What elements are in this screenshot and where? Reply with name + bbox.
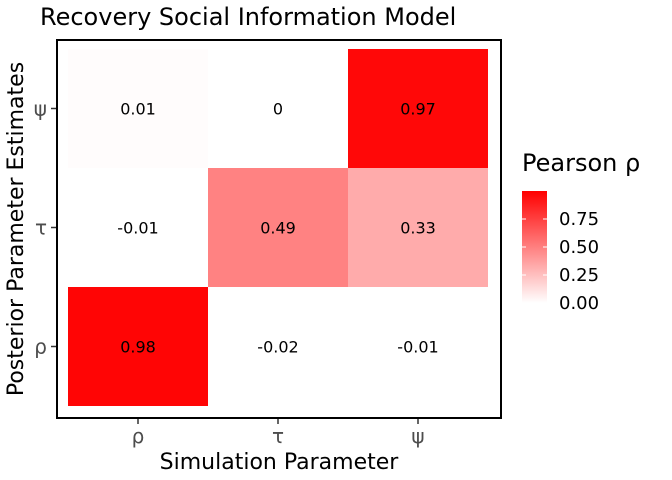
heatmap-cell-2-1 bbox=[208, 49, 348, 168]
legend-tick-label-3: 0.75 bbox=[559, 209, 599, 230]
y-tick-label-2: ψ bbox=[34, 97, 47, 121]
x-tick-label-0: ρ bbox=[132, 424, 145, 448]
chart-title: Recovery Social Information Model bbox=[40, 3, 456, 31]
plot-border bbox=[56, 39, 502, 419]
legend-ticks: 0.00 0.25 0.50 0.75 bbox=[522, 209, 599, 314]
legend-colorbar bbox=[522, 191, 547, 303]
heatmap-cell-0-1 bbox=[208, 287, 348, 406]
x-axis-title: Simulation Parameter bbox=[160, 450, 400, 475]
heatmap-cell-1-0 bbox=[68, 168, 208, 287]
cell-value-label-2-0: 0.01 bbox=[120, 100, 156, 119]
cell-value-label-2-2: 0.97 bbox=[400, 100, 436, 119]
cell-value-label-0-1: -0.02 bbox=[257, 338, 298, 357]
heatmap-cell-1-1 bbox=[208, 168, 348, 287]
y-axis-title: Posterior Parameter Estimates bbox=[4, 62, 29, 396]
legend-tick-label-2: 0.50 bbox=[559, 237, 599, 258]
cell-value-label-0-0: 0.98 bbox=[120, 338, 156, 357]
legend-title: Pearson ρ bbox=[522, 149, 640, 177]
cell-value-label-2-1: 0 bbox=[273, 100, 283, 119]
x-tick-label-2: ψ bbox=[411, 424, 424, 448]
y-axis: ρ τ ψ bbox=[34, 97, 56, 359]
legend-tick-label-0: 0.00 bbox=[559, 293, 599, 314]
x-tick-label-1: τ bbox=[272, 424, 284, 448]
y-tick-label-0: ρ bbox=[34, 335, 47, 359]
heatmap-cell-0-2 bbox=[348, 287, 488, 406]
cell-value-label-0-2: -0.01 bbox=[397, 338, 438, 357]
y-tick-label-1: τ bbox=[35, 216, 47, 240]
heatmap-cell-2-0 bbox=[68, 49, 208, 168]
cell-value-label-1-2: 0.33 bbox=[400, 219, 436, 238]
heatmap-cell-0-0 bbox=[68, 287, 208, 406]
heatmap-cell-1-2 bbox=[348, 168, 488, 287]
heatmap-cell-2-2 bbox=[348, 49, 488, 168]
heatmap-cells bbox=[68, 49, 488, 406]
cell-value-label-1-0: -0.01 bbox=[117, 219, 158, 238]
legend-tick-label-1: 0.25 bbox=[559, 265, 599, 286]
cell-value-label-1-1: 0.49 bbox=[260, 219, 296, 238]
legend: Pearson ρ 0.00 0.25 0.50 0.75 bbox=[522, 149, 640, 314]
cell-value-labels: 0.98 -0.02 -0.01 -0.01 0.49 0.33 0.01 0 0.97 bbox=[117, 100, 438, 357]
